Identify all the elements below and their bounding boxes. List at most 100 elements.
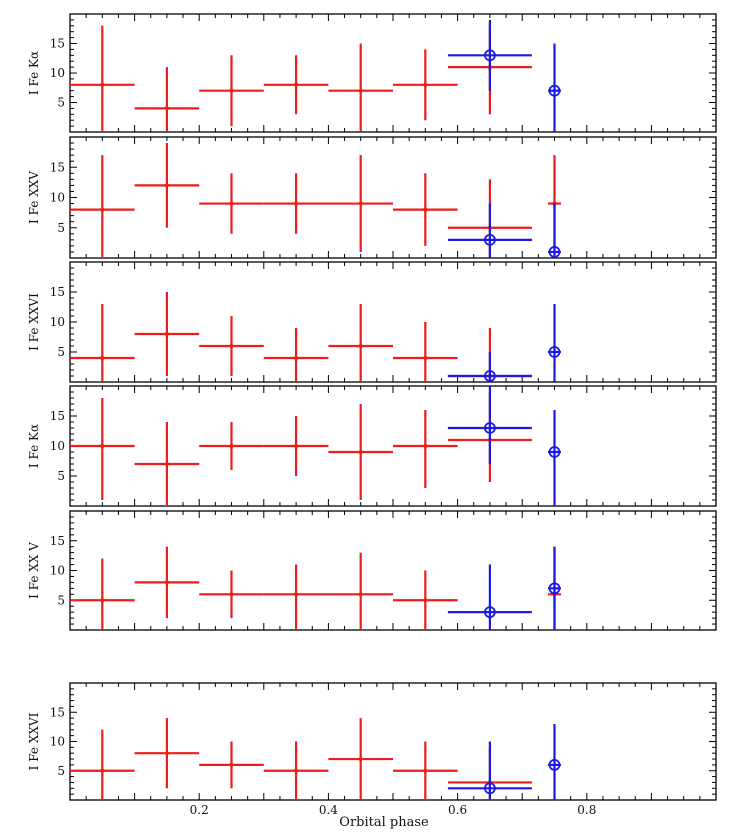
data-layer bbox=[70, 718, 561, 800]
red-data-point bbox=[393, 49, 458, 121]
red-marker bbox=[100, 356, 105, 360]
red-data-point bbox=[70, 558, 135, 630]
red-marker bbox=[229, 444, 234, 448]
panel-2: 5 10 15 I Fe XXV bbox=[27, 136, 717, 259]
red-marker bbox=[294, 592, 299, 597]
red-data-point bbox=[199, 570, 264, 619]
y-axis-label: I Fe XXVI bbox=[27, 293, 41, 351]
red-marker bbox=[423, 82, 428, 87]
y-axis-label: I Fe XX V bbox=[27, 542, 41, 599]
red-marker bbox=[164, 106, 169, 111]
blue-marker bbox=[548, 246, 561, 258]
y-axis-label: I Fe XXV bbox=[27, 171, 41, 224]
red-marker bbox=[358, 450, 363, 454]
red-marker bbox=[294, 201, 299, 206]
red-marker bbox=[294, 768, 299, 773]
blue-data-point bbox=[447, 203, 532, 258]
y-axis-label: I Fe Kα bbox=[27, 424, 41, 468]
blue-data-point bbox=[447, 386, 532, 464]
blue-marker bbox=[548, 759, 561, 771]
y-tick-label: 5 bbox=[57, 345, 65, 359]
red-data-point bbox=[263, 55, 329, 115]
y-tick-label: 5 bbox=[57, 469, 65, 483]
y-tick-label: 5 bbox=[57, 593, 65, 607]
blue-data-point bbox=[447, 19, 532, 91]
red-data-point bbox=[199, 316, 264, 376]
blue-marker bbox=[483, 49, 496, 62]
blue-data-point bbox=[548, 203, 561, 258]
blue-data-point bbox=[447, 564, 532, 630]
y-tick-label: 10 bbox=[50, 191, 65, 205]
red-marker bbox=[294, 444, 299, 448]
y-tick-label: 15 bbox=[50, 534, 65, 548]
x-tick-label: 0.6 bbox=[448, 803, 467, 817]
red-marker bbox=[423, 768, 428, 773]
red-data-point bbox=[70, 304, 135, 382]
x-tick-label: 0.4 bbox=[319, 803, 338, 817]
blue-marker bbox=[548, 346, 561, 358]
red-marker bbox=[100, 598, 105, 603]
panel-1: 5 10 15 I Fe Kα bbox=[27, 13, 717, 133]
red-data-point bbox=[328, 404, 393, 500]
red-marker bbox=[164, 462, 169, 466]
blue-marker bbox=[483, 606, 496, 619]
red-data-point bbox=[393, 410, 458, 488]
y-tick-label: 10 bbox=[50, 564, 65, 578]
red-data-point bbox=[70, 155, 135, 258]
red-data-point bbox=[328, 718, 393, 800]
y-tick-label: 15 bbox=[50, 409, 65, 423]
blue-data-point bbox=[447, 352, 532, 382]
red-marker bbox=[423, 444, 428, 448]
data-layer bbox=[70, 19, 561, 132]
red-marker bbox=[164, 332, 169, 336]
red-data-point bbox=[263, 564, 329, 630]
red-data-point bbox=[328, 155, 393, 252]
red-data-point bbox=[393, 173, 458, 246]
red-data-point bbox=[134, 422, 200, 506]
y-tick-label: 5 bbox=[57, 764, 65, 778]
red-marker bbox=[423, 207, 428, 212]
red-data-point bbox=[263, 173, 329, 234]
y-tick-label: 5 bbox=[57, 221, 65, 235]
y-axis-label: I Fe XXVI bbox=[27, 712, 41, 770]
blue-data-point bbox=[548, 43, 561, 132]
panel-4: 5 10 15 I Fe Kα bbox=[27, 385, 717, 507]
data-layer bbox=[70, 143, 561, 258]
red-data-point bbox=[134, 718, 200, 789]
red-data-point bbox=[199, 55, 264, 127]
red-marker bbox=[229, 88, 234, 93]
blue-data-point bbox=[548, 304, 561, 382]
red-marker bbox=[164, 580, 169, 585]
panel-5: 5 10 15 I Fe XX V bbox=[27, 510, 717, 631]
blue-marker bbox=[483, 233, 496, 246]
red-data-point bbox=[199, 173, 264, 234]
red-data-point bbox=[70, 729, 135, 800]
blue-marker bbox=[483, 782, 496, 795]
red-data-point bbox=[263, 741, 329, 800]
y-tick-label: 15 bbox=[50, 285, 65, 299]
red-marker bbox=[100, 444, 105, 448]
data-layer bbox=[70, 386, 561, 506]
red-data-point bbox=[393, 570, 458, 630]
red-data-point bbox=[199, 741, 264, 789]
data-layer bbox=[70, 546, 561, 630]
red-data-point bbox=[328, 43, 393, 132]
red-marker bbox=[229, 344, 234, 348]
blue-data-point bbox=[548, 410, 561, 506]
red-data-point bbox=[199, 422, 264, 470]
red-marker bbox=[100, 82, 105, 87]
y-tick-label: 15 bbox=[50, 37, 65, 51]
y-tick-label: 5 bbox=[57, 96, 65, 110]
red-data-point bbox=[328, 304, 393, 382]
red-marker bbox=[229, 201, 234, 206]
blue-marker bbox=[548, 582, 561, 595]
red-marker bbox=[164, 751, 169, 756]
panel-3: 5 10 15 I Fe XXVI bbox=[27, 261, 717, 383]
red-marker bbox=[294, 356, 299, 360]
red-marker bbox=[358, 344, 363, 348]
red-data-point bbox=[70, 25, 135, 132]
red-marker bbox=[100, 207, 105, 212]
